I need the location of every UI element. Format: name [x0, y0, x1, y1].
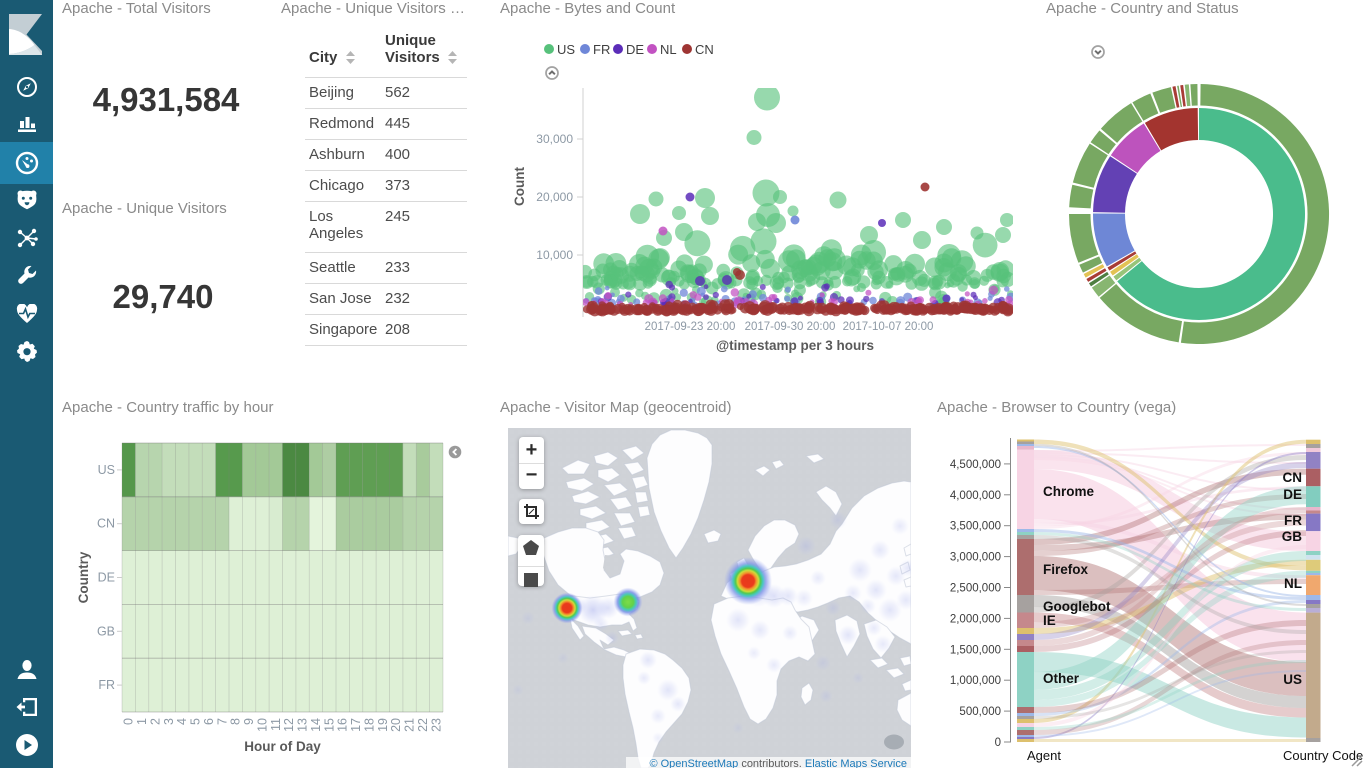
svg-text:30,000: 30,000 — [536, 132, 573, 146]
svg-text:5: 5 — [189, 718, 203, 725]
svg-text:21: 21 — [403, 718, 417, 732]
svg-text:3,000,000: 3,000,000 — [950, 552, 1001, 564]
svg-text:Firefox: Firefox — [1043, 562, 1089, 577]
svg-text:6: 6 — [202, 718, 216, 725]
svg-text:10: 10 — [255, 718, 269, 732]
svg-text:1,000,000: 1,000,000 — [950, 675, 1001, 687]
svg-text:20: 20 — [389, 718, 403, 732]
svg-text:19: 19 — [376, 718, 390, 732]
svg-text:0: 0 — [995, 737, 1001, 749]
svg-text:CN: CN — [1283, 470, 1303, 485]
svg-text:Other: Other — [1043, 671, 1080, 686]
svg-text:Chrome: Chrome — [1043, 484, 1094, 499]
svg-text:1: 1 — [135, 718, 149, 725]
svg-text:2: 2 — [148, 718, 162, 725]
svg-text:Hour of Day: Hour of Day — [244, 739, 321, 754]
svg-text:© OpenStreetMap contributors.: © OpenStreetMap contributors. Elastic Ma… — [649, 758, 907, 768]
svg-text:500,000: 500,000 — [959, 706, 1001, 718]
svg-text:DE: DE — [1283, 487, 1302, 502]
svg-text:4,500,000: 4,500,000 — [950, 459, 1001, 471]
svg-text:10,000: 10,000 — [536, 248, 573, 262]
svg-text:0: 0 — [122, 718, 136, 725]
svg-text:20,000: 20,000 — [536, 190, 573, 204]
svg-text:Googlebot: Googlebot — [1043, 599, 1111, 614]
svg-text:GB: GB — [1282, 529, 1303, 544]
svg-text:3,500,000: 3,500,000 — [950, 521, 1001, 533]
svg-text:DE: DE — [98, 571, 115, 585]
svg-text:US: US — [98, 463, 115, 477]
svg-text:Country Code: Country Code — [1283, 748, 1363, 763]
svg-text:17: 17 — [349, 718, 363, 732]
svg-text:US: US — [1283, 672, 1302, 687]
svg-text:Agent: Agent — [1027, 748, 1061, 763]
svg-text:18: 18 — [362, 718, 376, 732]
svg-text:FR: FR — [98, 678, 115, 692]
svg-text:8: 8 — [229, 718, 243, 725]
svg-text:3: 3 — [162, 718, 176, 725]
svg-text:16: 16 — [336, 718, 350, 732]
svg-text:14: 14 — [309, 718, 323, 732]
svg-text:GB: GB — [97, 624, 115, 638]
svg-text:7: 7 — [215, 718, 229, 725]
svg-text:15: 15 — [322, 718, 336, 732]
svg-text:4,000,000: 4,000,000 — [950, 490, 1001, 502]
svg-text:4: 4 — [175, 718, 189, 725]
svg-text:NL: NL — [1284, 576, 1302, 591]
svg-text:11: 11 — [269, 718, 283, 731]
svg-text:FR: FR — [1284, 513, 1302, 528]
svg-text:12: 12 — [282, 718, 296, 732]
svg-text:CN: CN — [97, 517, 115, 531]
svg-text:1,500,000: 1,500,000 — [950, 644, 1001, 656]
svg-text:13: 13 — [296, 718, 310, 732]
svg-text:23: 23 — [429, 718, 443, 732]
svg-text:IE: IE — [1043, 613, 1056, 628]
svg-text:2,500,000: 2,500,000 — [950, 583, 1001, 595]
svg-text:2,000,000: 2,000,000 — [950, 613, 1001, 625]
svg-text:Country: Country — [76, 551, 91, 603]
svg-text:9: 9 — [242, 718, 256, 725]
svg-text:22: 22 — [416, 718, 430, 732]
